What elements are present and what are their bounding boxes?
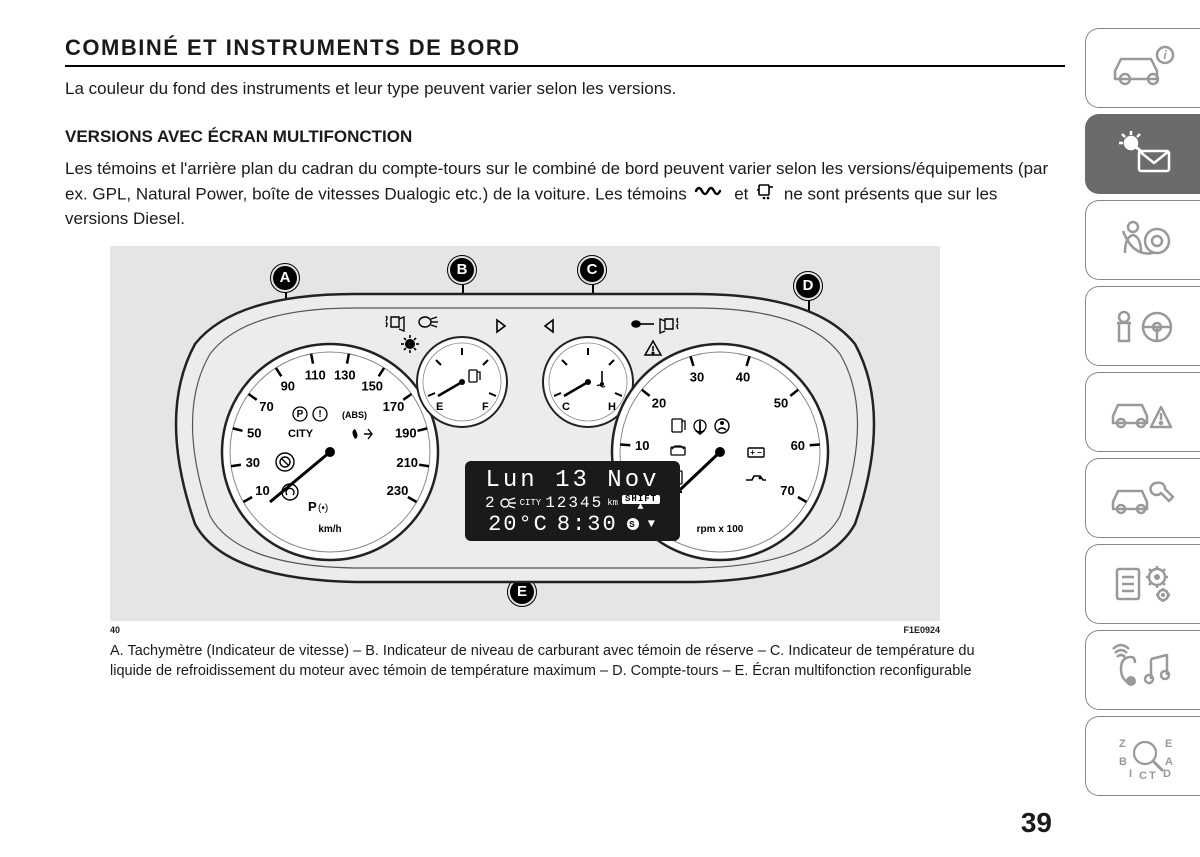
svg-text:E: E <box>436 401 443 413</box>
svg-text:150: 150 <box>361 378 383 393</box>
multifunction-display: Lun 13 Nov 2 CITY 12345 km SHIFT ▲ 20°C … <box>465 461 680 541</box>
svg-text:170: 170 <box>383 399 405 414</box>
intro-text: La couleur du fond des instruments et le… <box>65 79 1065 99</box>
lcd-time: 8:30 <box>557 512 618 537</box>
svg-text:km/h: km/h <box>318 524 341 535</box>
svg-text:P: P <box>308 499 317 514</box>
svg-text:!: ! <box>318 409 321 420</box>
svg-text:(•): (•) <box>318 503 328 514</box>
stopstart-icon: S <box>626 517 640 531</box>
svg-text:30: 30 <box>690 369 704 384</box>
svg-text:C: C <box>562 401 570 413</box>
svg-text:70: 70 <box>259 399 273 414</box>
svg-text:190: 190 <box>395 426 417 441</box>
svg-text:10: 10 <box>255 483 269 498</box>
glowplug-icon <box>693 182 727 207</box>
svg-text:+ −: + − <box>750 448 762 457</box>
svg-text:60: 60 <box>791 438 805 453</box>
dashboard-figure: A B C D E 103050709011013015017019021023… <box>110 246 940 621</box>
svg-text:50: 50 <box>774 395 788 410</box>
svg-text:(ABS): (ABS) <box>342 410 367 420</box>
figure-number: 40 <box>110 625 120 635</box>
callout-c: C <box>580 258 604 282</box>
section-tabs: i <box>1085 28 1200 802</box>
figure-caption: A. Tachymètre (Indicateur de vitesse) – … <box>110 641 1010 682</box>
svg-text:230: 230 <box>387 483 409 498</box>
svg-text:30: 30 <box>246 455 260 470</box>
svg-text:B: B <box>1119 756 1127 768</box>
water-in-fuel-icon <box>755 182 777 208</box>
page-number: 39 <box>1021 807 1052 839</box>
svg-text:C: C <box>1139 770 1147 782</box>
instrument-cluster: 1030507090110130150170190210230 P ! (ABS… <box>155 284 895 594</box>
figure-code: F1E0924 <box>903 625 940 635</box>
tab-maintenance[interactable] <box>1085 458 1200 538</box>
page-title: COMBINÉ ET INSTRUMENTS DE BORD <box>65 35 1065 67</box>
body-text-b: et <box>734 184 753 203</box>
lcd-city: CITY <box>520 498 542 508</box>
headlight-icon <box>500 497 516 509</box>
svg-text:Z: Z <box>1119 738 1126 750</box>
svg-text:i: i <box>1163 48 1167 62</box>
svg-text:70: 70 <box>780 483 794 498</box>
svg-text:A: A <box>1165 756 1173 768</box>
tab-starting-driving[interactable] <box>1085 286 1200 366</box>
svg-text:20: 20 <box>652 395 666 410</box>
lcd-odometer: 12345 <box>545 494 603 512</box>
tab-emergency[interactable] <box>1085 372 1200 452</box>
svg-text:H: H <box>608 401 616 413</box>
section-subtitle: VERSIONS AVEC ÉCRAN MULTIFONCTION <box>65 127 1065 147</box>
tab-know-your-car[interactable]: i <box>1085 28 1200 108</box>
lcd-odo-unit: km <box>607 498 618 508</box>
svg-text:CITY: CITY <box>288 428 314 440</box>
tab-multimedia[interactable] <box>1085 630 1200 710</box>
svg-text:40: 40 <box>736 369 750 384</box>
svg-text:D: D <box>1163 768 1171 780</box>
lcd-date: Lun 13 Nov <box>475 467 670 494</box>
tab-safety[interactable] <box>1085 200 1200 280</box>
lcd-gear: 2 <box>485 494 496 512</box>
svg-text:210: 210 <box>396 455 418 470</box>
svg-text:P: P <box>297 409 304 420</box>
svg-text:S: S <box>629 520 636 530</box>
svg-text:E: E <box>1165 738 1172 750</box>
lcd-temp: 20°C <box>488 512 549 537</box>
callout-b: B <box>450 258 474 282</box>
svg-text:130: 130 <box>334 367 356 382</box>
tab-index[interactable]: Z E B A ICTD <box>1085 716 1200 796</box>
body-paragraph: Les témoins et l'arrière plan du cadran … <box>65 157 1065 232</box>
svg-text:90: 90 <box>281 378 295 393</box>
svg-text:10: 10 <box>635 438 649 453</box>
svg-text:rpm x 100: rpm x 100 <box>697 524 744 535</box>
svg-text:50: 50 <box>247 426 261 441</box>
svg-text:I: I <box>1129 768 1132 780</box>
svg-text:F: F <box>482 401 489 413</box>
tab-warning-lights[interactable] <box>1085 114 1200 194</box>
tab-technical-data[interactable] <box>1085 544 1200 624</box>
svg-text:T: T <box>1149 770 1156 782</box>
svg-text:110: 110 <box>305 367 326 382</box>
